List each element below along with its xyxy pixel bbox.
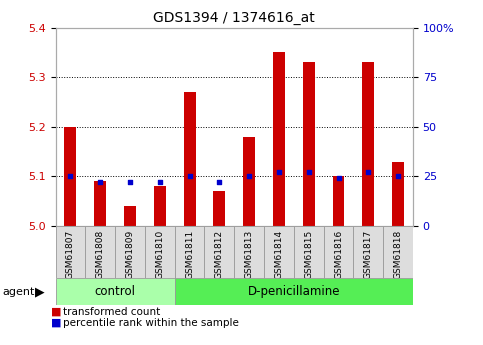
Bar: [273, 52, 285, 226]
Text: transformed count: transformed count: [63, 307, 160, 316]
Text: control: control: [95, 285, 136, 298]
Point: [275, 170, 283, 175]
Bar: [324, 226, 354, 278]
Bar: [264, 226, 294, 278]
Bar: [392, 161, 404, 226]
Bar: [115, 226, 145, 278]
Text: percentile rank within the sample: percentile rank within the sample: [63, 318, 239, 327]
Bar: [56, 226, 85, 278]
Title: GDS1394 / 1374616_at: GDS1394 / 1374616_at: [154, 11, 315, 25]
Bar: [65, 127, 76, 226]
Point: [245, 174, 253, 179]
Bar: [383, 226, 413, 278]
Bar: [333, 176, 344, 226]
Bar: [362, 62, 374, 226]
Point: [335, 176, 342, 181]
Text: ■: ■: [51, 307, 61, 316]
Text: GSM61814: GSM61814: [274, 230, 284, 279]
Text: GSM61816: GSM61816: [334, 230, 343, 279]
Point: [97, 179, 104, 185]
Text: ■: ■: [51, 318, 61, 327]
Bar: [184, 92, 196, 226]
Bar: [145, 226, 175, 278]
Point: [156, 179, 164, 185]
Point: [67, 174, 74, 179]
Bar: [354, 226, 383, 278]
Text: GSM61811: GSM61811: [185, 230, 194, 279]
Point: [394, 174, 402, 179]
Bar: [124, 206, 136, 226]
Text: GSM61818: GSM61818: [394, 230, 402, 279]
Bar: [56, 278, 175, 305]
Bar: [243, 137, 255, 226]
Bar: [85, 226, 115, 278]
Text: GSM61817: GSM61817: [364, 230, 373, 279]
Text: GSM61807: GSM61807: [66, 230, 75, 279]
Text: D-penicillamine: D-penicillamine: [248, 285, 340, 298]
Point: [126, 179, 134, 185]
Bar: [175, 278, 413, 305]
Text: GSM61809: GSM61809: [126, 230, 134, 279]
Text: GSM61815: GSM61815: [304, 230, 313, 279]
Text: GSM61808: GSM61808: [96, 230, 105, 279]
Bar: [94, 181, 106, 226]
Bar: [154, 186, 166, 226]
Text: GSM61812: GSM61812: [215, 230, 224, 279]
Bar: [303, 62, 315, 226]
Point: [364, 170, 372, 175]
Bar: [213, 191, 225, 226]
Point: [215, 179, 223, 185]
Point: [185, 174, 193, 179]
Text: GSM61810: GSM61810: [156, 230, 164, 279]
Bar: [204, 226, 234, 278]
Point: [305, 170, 313, 175]
Bar: [175, 226, 204, 278]
Text: ▶: ▶: [35, 286, 44, 299]
Bar: [294, 226, 324, 278]
Text: GSM61813: GSM61813: [245, 230, 254, 279]
Text: agent: agent: [2, 287, 35, 297]
Bar: [234, 226, 264, 278]
